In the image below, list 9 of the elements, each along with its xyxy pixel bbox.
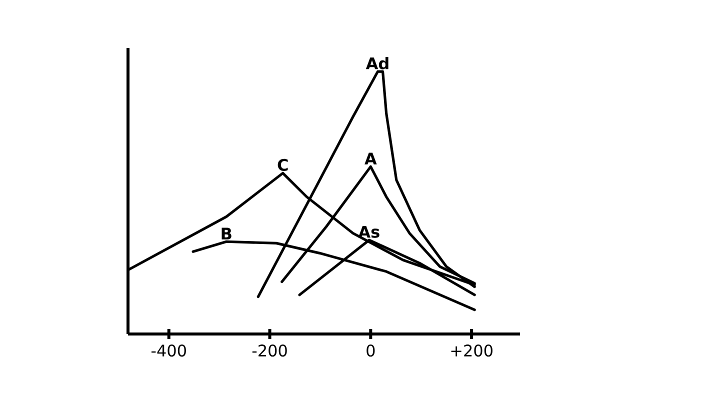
series-label: A: [364, 152, 377, 164]
x-tick-label: -400: [152, 344, 186, 357]
series-label: B: [222, 228, 232, 240]
x-tick-label: +200: [451, 344, 492, 357]
series-label: Ad: [366, 57, 388, 70]
x-tick-label: 0: [366, 344, 375, 357]
series-label: As: [358, 226, 380, 238]
x-tick-label: -200: [252, 344, 287, 357]
series-label: C: [278, 158, 288, 171]
